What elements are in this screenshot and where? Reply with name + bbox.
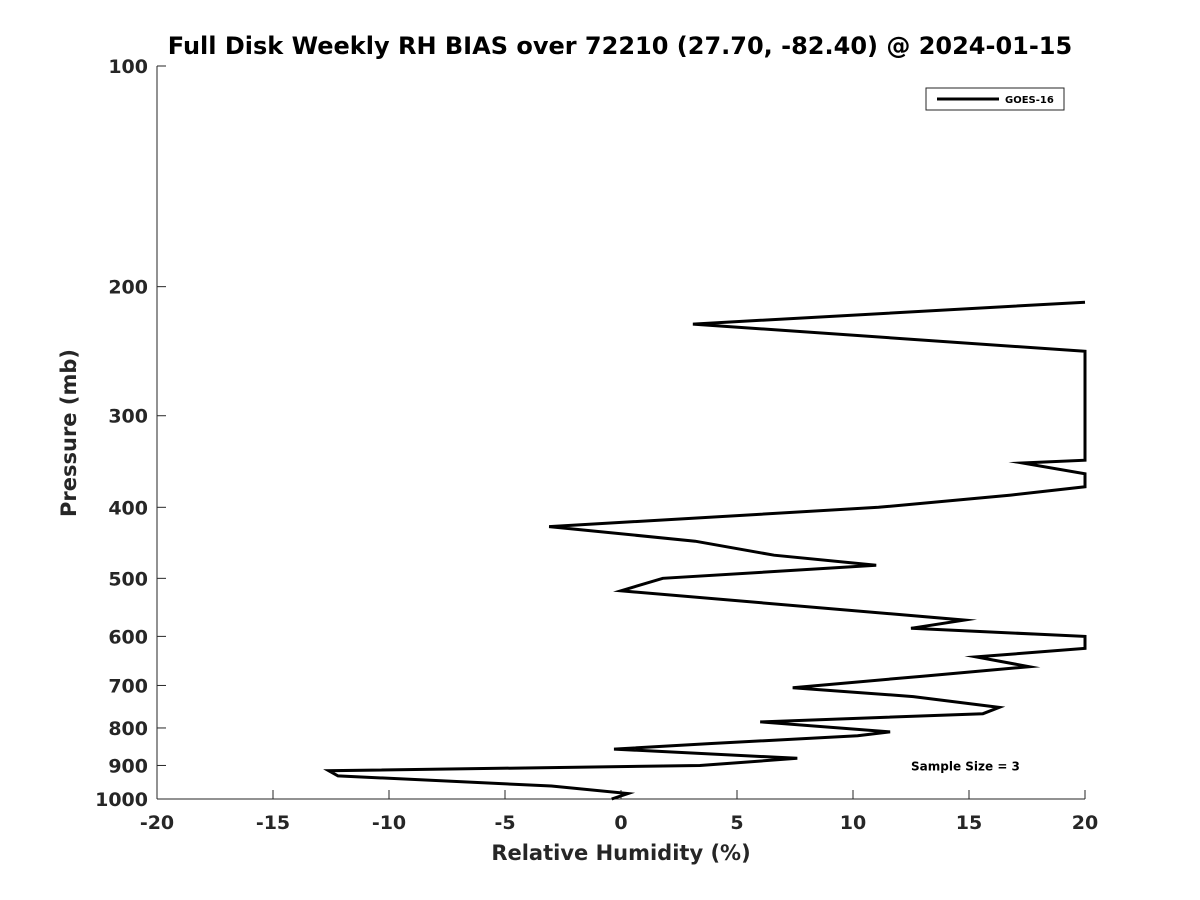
x-axis-ticks: -20 -15 -10 -5 0 5 10 15 20 (140, 790, 1098, 834)
y-tick-label: 700 (108, 675, 148, 697)
y-tick-label: 600 (108, 626, 148, 648)
x-tick-label: 0 (614, 812, 627, 834)
x-tick-label: 5 (730, 812, 743, 834)
chart-title: Full Disk Weekly RH BIAS over 72210 (27.… (168, 32, 1072, 60)
x-axis-label: Relative Humidity (%) (491, 841, 750, 865)
y-tick-label: 500 (108, 568, 148, 590)
series-line-goes-16 (323, 300, 1087, 801)
x-tick-label: -10 (372, 812, 406, 834)
y-axis-ticks: 100 200 300 400 500 600 700 800 900 1000 (95, 56, 166, 811)
y-tick-label: 1000 (95, 789, 148, 811)
y-tick-label: 300 (108, 406, 148, 428)
x-tick-label: 10 (840, 812, 866, 834)
y-tick-label: 200 (108, 277, 148, 299)
x-tick-label: -15 (256, 812, 290, 834)
plot-area (157, 66, 1085, 799)
sample-size-annotation: Sample Size = 3 (911, 759, 1020, 773)
y-tick-label: 100 (108, 56, 148, 78)
y-axis-label: Pressure (mb) (57, 349, 81, 517)
legend: GOES-16 (925, 87, 1065, 111)
y-tick-label: 800 (108, 718, 148, 740)
x-tick-label: 15 (956, 812, 982, 834)
y-tick-label: 400 (108, 497, 148, 519)
x-tick-label: -5 (494, 812, 515, 834)
x-tick-label: -20 (140, 812, 174, 834)
series-layer (323, 300, 1087, 801)
x-tick-label: 20 (1072, 812, 1098, 834)
y-tick-label: 900 (108, 755, 148, 777)
legend-label-goes-16: GOES-16 (1005, 95, 1054, 106)
annotations: Sample Size = 3 (911, 759, 1020, 773)
